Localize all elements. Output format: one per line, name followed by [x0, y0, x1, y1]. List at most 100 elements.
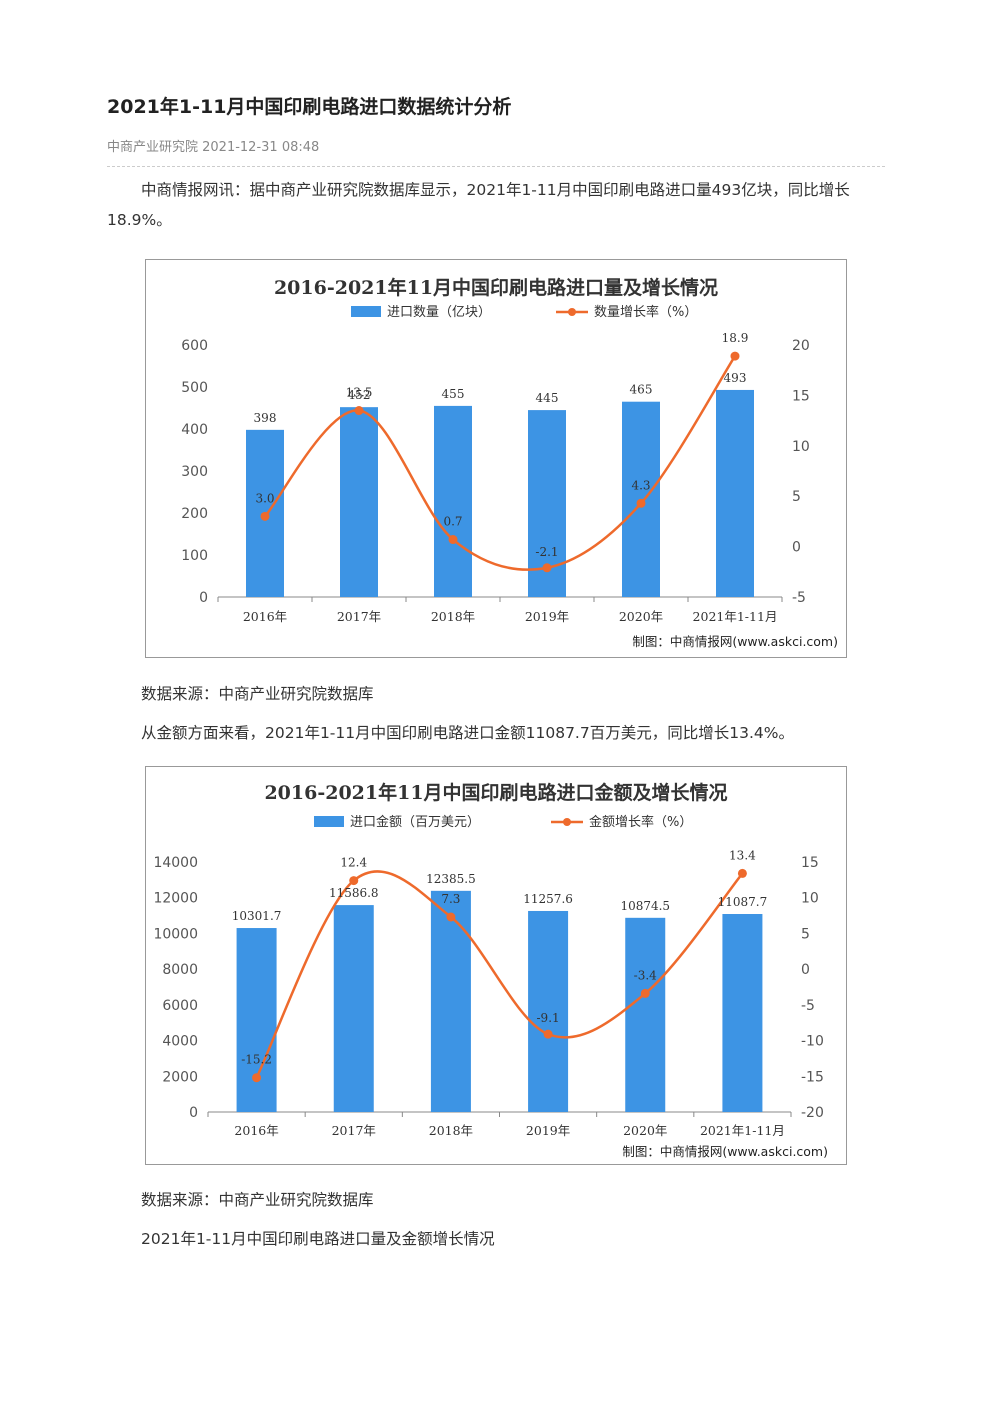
bar-value-label: 10301.7	[232, 909, 282, 923]
left-axis-tick-label: 100	[181, 548, 208, 564]
bar-value-label: 11257.6	[523, 892, 573, 906]
x-category-label: 2020年	[619, 609, 663, 624]
bar-value-label: 11087.7	[718, 895, 768, 909]
x-category-label: 2019年	[526, 1123, 570, 1138]
bar-value-label: 455	[442, 387, 465, 401]
bar-value-label: 493	[724, 371, 747, 385]
right-axis-tick-label: 0	[792, 540, 801, 556]
line-value-label: 18.9	[722, 331, 749, 345]
amount-paragraph: 从金额方面来看，2021年1-11月中国印刷电路进口金额11087.7百万美元，…	[141, 724, 794, 742]
growth-rate-point	[260, 511, 270, 521]
bar	[528, 910, 569, 1112]
line-value-label: 3.0	[255, 491, 274, 505]
right-axis-tick-label: 15	[792, 388, 810, 404]
left-axis-tick-label: 0	[199, 590, 208, 606]
growth-rate-point	[640, 988, 650, 998]
line-value-label: -15.2	[241, 1053, 272, 1067]
x-category-label: 2021年1-11月	[700, 1123, 785, 1138]
bar-value-label: 398	[254, 411, 277, 425]
growth-rate-line	[264, 355, 737, 571]
left-axis-tick-label: 500	[181, 380, 208, 396]
x-category-label: 2020年	[623, 1123, 667, 1138]
right-axis-tick-label: -20	[801, 1105, 824, 1121]
source-note-1: 数据来源：中商产业研究院数据库	[141, 685, 374, 703]
left-axis-tick-label: 2000	[162, 1069, 198, 1085]
article-title: 2021年1-11月中国印刷电路进口数据统计分析	[107, 96, 512, 118]
legend-bar-swatch	[314, 816, 344, 827]
chart-legend: 进口金额（百万美元） 金额增长率（%）	[314, 814, 692, 830]
chart-amount: 2016-2021年11月中国印刷电路进口金额及增长情况进口金额（百万美元） 金额…	[145, 766, 847, 1165]
right-axis-tick-label: 10	[792, 439, 810, 455]
line-value-label: 7.3	[441, 892, 460, 906]
right-axis-tick-label: 0	[801, 962, 810, 978]
x-category-label: 2016年	[243, 609, 287, 624]
left-axis-tick-label: 600	[181, 338, 208, 354]
right-axis-tick-label: 10	[801, 891, 819, 907]
closing-heading: 2021年1-11月中国印刷电路进口量及金额增长情况	[141, 1230, 495, 1248]
x-category-label: 2021年1-11月	[693, 609, 778, 624]
chart-volume: 2016-2021年11月中国印刷电路进口量及增长情况进口数量（亿块） 数量增长率…	[145, 259, 847, 658]
growth-rate-point	[730, 351, 740, 361]
line-value-label: -9.1	[537, 1011, 560, 1025]
left-axis-tick-label: 200	[181, 506, 208, 522]
bar-value-label: 10874.5	[620, 899, 670, 913]
right-axis-tick-label: -10	[801, 1034, 824, 1050]
left-axis-tick-label: 6000	[162, 998, 198, 1014]
chart-title: 2016-2021年11月中国印刷电路进口量及增长情况	[274, 276, 718, 299]
chart-credit: 制图：中商情报网(www.askci.com)	[632, 634, 838, 649]
left-axis-tick-label: 300	[181, 464, 208, 480]
growth-rate-point	[446, 912, 456, 922]
growth-rate-point	[543, 1029, 553, 1039]
growth-rate-point	[448, 535, 458, 545]
chart-legend: 进口数量（亿块） 数量增长率（%）	[351, 304, 697, 320]
bar	[236, 928, 277, 1112]
bar	[340, 407, 378, 597]
line-value-label: 12.4	[340, 856, 367, 870]
left-axis-tick-label: 4000	[162, 1034, 198, 1050]
line-value-label: 13.5	[346, 386, 373, 400]
growth-rate-line	[255, 870, 744, 1079]
growth-rate-point	[542, 563, 552, 573]
bar	[722, 914, 763, 1112]
growth-rate-point	[636, 498, 646, 508]
line-value-label: 4.3	[631, 478, 650, 492]
source-note-2: 数据来源：中商产业研究院数据库	[141, 1191, 374, 1209]
left-axis-tick-label: 12000	[153, 891, 198, 907]
x-category-label: 2019年	[525, 609, 569, 624]
x-category-label: 2016年	[234, 1123, 278, 1138]
line-value-label: 0.7	[443, 515, 462, 529]
chart-title: 2016-2021年11月中国印刷电路进口金额及增长情况	[264, 781, 727, 804]
right-axis-tick-label: -5	[792, 590, 806, 606]
bar-value-label: 445	[536, 391, 559, 405]
bar	[716, 389, 754, 597]
legend-bar-swatch	[351, 306, 381, 317]
legend-line-marker	[563, 818, 571, 826]
left-axis-tick-label: 14000	[153, 855, 198, 871]
line-value-label: -2.1	[535, 545, 558, 559]
right-axis-tick-label: -5	[801, 998, 815, 1014]
left-axis-tick-label: 0	[189, 1105, 198, 1121]
left-axis-tick-label: 10000	[153, 926, 198, 942]
right-axis-tick-label: -15	[801, 1069, 824, 1085]
growth-rate-point	[252, 1073, 262, 1083]
bar	[333, 905, 374, 1112]
bar	[430, 890, 471, 1112]
right-axis-tick-label: 5	[792, 489, 801, 505]
left-axis-tick-label: 8000	[162, 962, 198, 978]
x-category-label: 2017年	[332, 1123, 376, 1138]
line-value-label: -3.4	[634, 968, 658, 982]
growth-rate-point	[737, 868, 747, 878]
legend-line-marker	[568, 308, 576, 316]
bar-value-label: 12385.5	[426, 872, 476, 886]
growth-rate-point	[349, 876, 359, 886]
legend-bar-label: 进口金额（百万美元）	[350, 814, 480, 830]
legend-line-label: 数量增长率（%）	[594, 304, 697, 320]
legend-bar-label: 进口数量（亿块）	[387, 305, 491, 320]
legend-line-label: 金额增长率（%）	[589, 814, 692, 830]
x-category-label: 2018年	[431, 609, 475, 624]
bar-value-label: 452	[348, 388, 371, 402]
bar	[625, 917, 666, 1112]
